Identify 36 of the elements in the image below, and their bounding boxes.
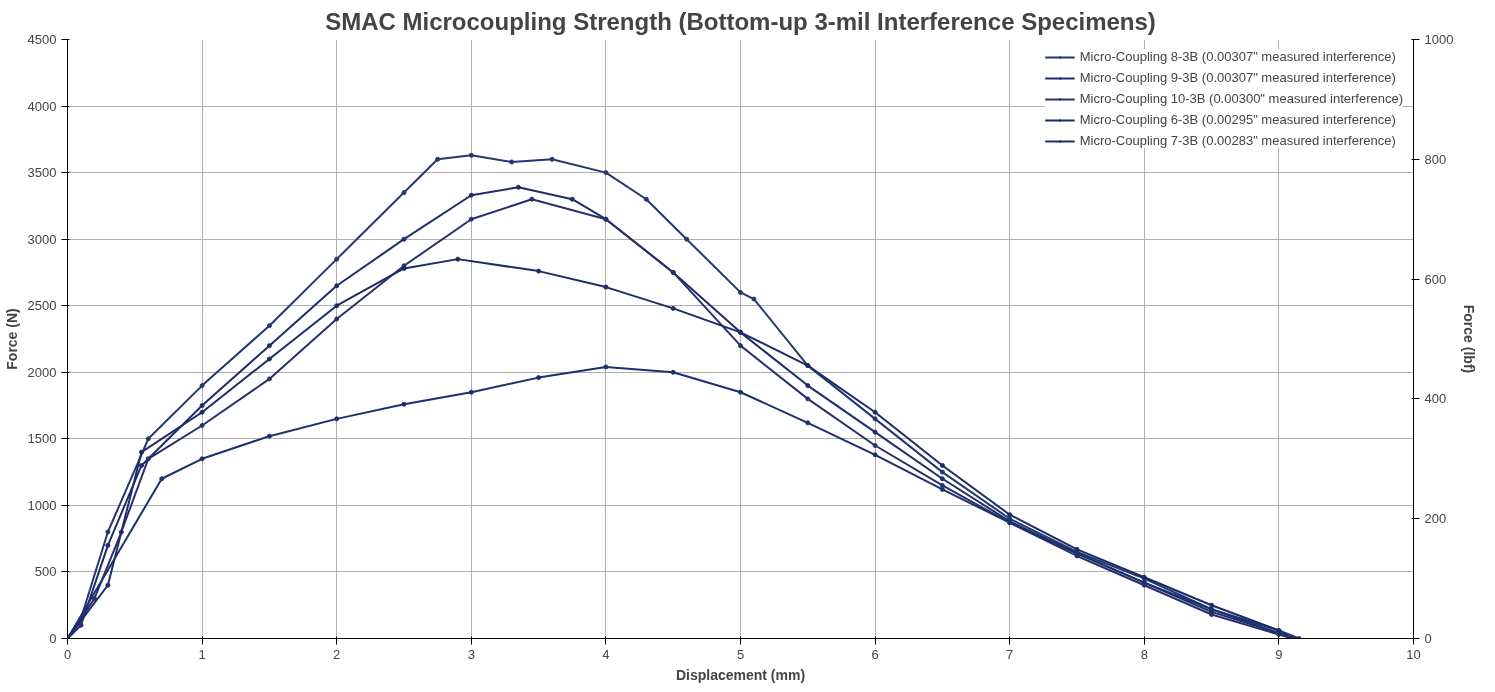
y2-tick-label: 1000 xyxy=(1424,32,1454,47)
y-tick-label: 500 xyxy=(34,564,57,580)
y2-tick-label: 200 xyxy=(1424,511,1447,527)
y-tick-label: 1000 xyxy=(27,497,57,513)
chart-title: SMAC Microcoupling Strength (Bottom-up 3-mil Interference Specimens) xyxy=(325,7,1156,35)
y-tick-label: 4000 xyxy=(27,98,57,114)
y-axis-title: Force (N) xyxy=(3,308,20,370)
legend-label: Micro-Coupling 9-3B (0.00307" measured interference) xyxy=(1079,70,1396,85)
y2-axis-title: Force (lbf) xyxy=(1461,304,1478,374)
y2-tick-label: 400 xyxy=(1424,391,1447,407)
y2-tick-label: 0 xyxy=(1424,631,1432,646)
x-tick-label: 7 xyxy=(1006,646,1014,662)
y-tick-label: 2500 xyxy=(27,298,57,314)
y-tick-label: 4500 xyxy=(27,32,57,47)
x-tick-label: 1 xyxy=(198,646,206,662)
x-tick-label: 9 xyxy=(1275,646,1283,662)
x-tick-label: 0 xyxy=(63,646,72,662)
y-tick-label: 0 xyxy=(49,631,57,646)
y-tick-label: 1500 xyxy=(27,431,57,447)
legend-label: Micro-Coupling 8-3B (0.00307" measured interference) xyxy=(1079,49,1396,64)
y-tick-label: 3000 xyxy=(27,231,57,247)
y2-tick-label: 800 xyxy=(1424,151,1447,167)
x-tick-label: 6 xyxy=(871,646,879,662)
x-tick-label: 10 xyxy=(1406,646,1421,662)
y2-tick-label: 600 xyxy=(1424,271,1447,287)
x-axis-title: Displacement (mm) xyxy=(675,666,806,683)
legend-label: Micro-Coupling 7-3B (0.00283" measured interference) xyxy=(1079,133,1396,148)
y-tick-label: 3500 xyxy=(27,165,57,181)
legend-label: Micro-Coupling 10-3B (0.00300" measured interference) xyxy=(1079,91,1403,106)
x-tick-label: 8 xyxy=(1140,646,1148,662)
legend-label: Micro-Coupling 6-3B (0.00295" measured interference) xyxy=(1079,112,1396,127)
y-tick-label: 2000 xyxy=(27,364,57,380)
x-tick-label: 3 xyxy=(467,646,475,662)
x-tick-label: 4 xyxy=(602,646,610,662)
x-tick-label: 5 xyxy=(736,646,745,662)
x-tick-label: 2 xyxy=(333,646,341,662)
